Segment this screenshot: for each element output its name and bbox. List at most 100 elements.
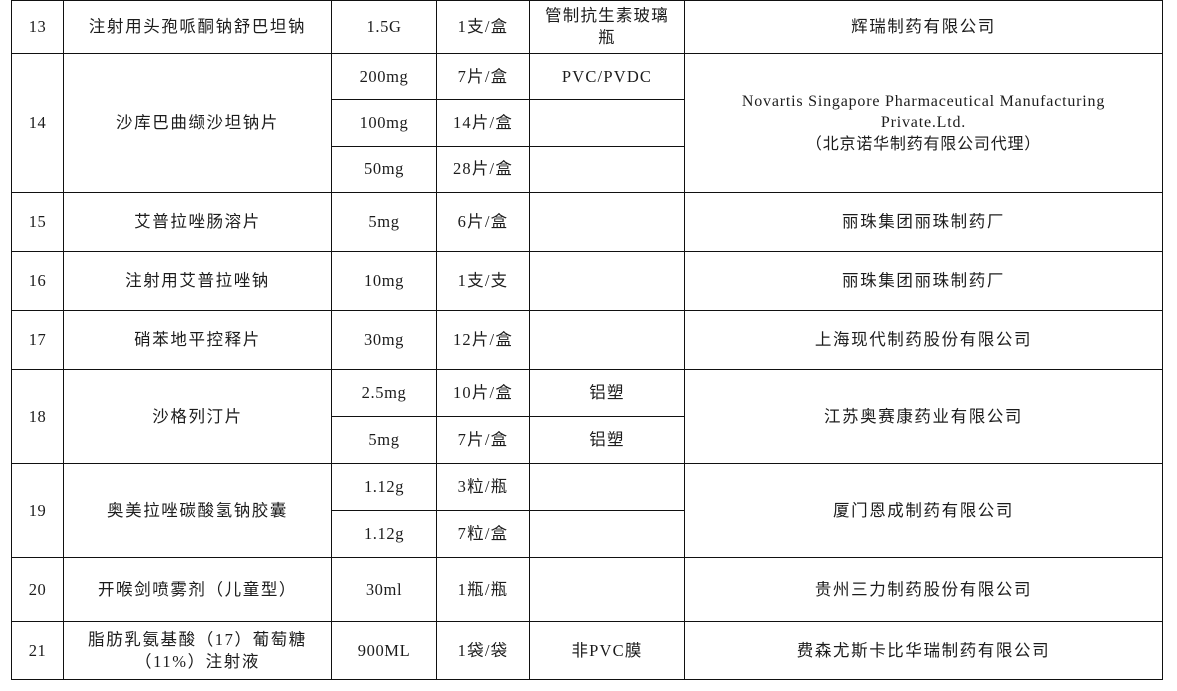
table-row: 18 沙格列汀片 2.5mg 10片/盒 铝塑 江苏奥赛康药业有限公司 <box>11 369 1163 464</box>
cell-packaging-material: PVC/PVDC <box>529 52 685 101</box>
table-row: 13 注射用头孢哌酮钠舒巴坦钠 1.5G 1支/盒 管制抗生素玻璃瓶 辉瑞制药有限公司 <box>11 0 1163 54</box>
cell-text: 开喉剑喷雾剂（儿童型） <box>97 579 298 599</box>
cell-specification: 50mg <box>331 145 437 194</box>
cell-manufacturer: 江苏奥赛康药业有限公司 <box>684 369 1163 464</box>
cell-drug-name: 硝苯地平控释片 <box>63 310 332 370</box>
cell-text: 管制抗生素玻璃瓶 <box>545 6 669 47</box>
cell-text: 注射用艾普拉唑钠 <box>125 271 270 291</box>
cell-text: 铝塑 <box>589 430 625 450</box>
table-row: 20 开喉剑喷雾剂（儿童型） 30ml 1瓶/瓶 贵州三力制药股份有限公司 <box>11 557 1163 622</box>
cell-row-number: 17 <box>11 310 64 370</box>
cell-drug-name: 开喉剑喷雾剂（儿童型） <box>63 557 332 622</box>
cell-packaging: 7片/盒 <box>436 52 530 101</box>
table-row: 15 艾普拉唑肠溶片 5mg 6片/盒 丽珠集团丽珠制药厂 <box>11 192 1163 252</box>
cell-specification: 1.12g <box>331 463 437 511</box>
cell-text: 17 <box>28 330 47 350</box>
cell-text: 13 <box>28 17 47 37</box>
cell-text: 1.12g <box>363 477 405 497</box>
cell-text: 1瓶/瓶 <box>457 579 509 599</box>
cell-drug-name: 沙库巴曲缬沙坦钠片 <box>63 53 332 193</box>
cell-text: 30mg <box>364 330 404 350</box>
cell-row-number: 16 <box>11 251 64 311</box>
table-row: 16 注射用艾普拉唑钠 10mg 1支/支 丽珠集团丽珠制药厂 <box>11 251 1163 311</box>
cell-text: 奥美拉唑碳酸氢钠胶囊 <box>107 500 288 520</box>
cell-text: 19 <box>28 500 47 520</box>
cell-packaging-material: 铝塑 <box>529 369 685 417</box>
cell-packaging: 6片/盒 <box>436 192 530 252</box>
cell-specification: 100mg <box>331 99 437 147</box>
cell-text: 30ml <box>365 579 403 599</box>
table-row: 14 沙库巴曲缬沙坦钠片 200mg 7片/盒 PVC/PVDC Novartis Sin… <box>11 52 1163 193</box>
cell-row-number: 19 <box>11 463 64 558</box>
cell-packaging: 7粒/盒 <box>436 510 530 558</box>
cell-packaging-material <box>529 99 685 147</box>
cell-text: 20 <box>28 579 47 599</box>
cell-text: 28片/盒 <box>452 159 514 179</box>
cell-text: 脂肪乳氨基酸（17）葡萄糖 （11%）注射液 <box>88 629 307 671</box>
cell-text: 16 <box>28 271 47 291</box>
cell-specification: 200mg <box>331 52 437 101</box>
cell-text: 10片/盒 <box>452 383 514 403</box>
cell-manufacturer: 贵州三力制药股份有限公司 <box>684 557 1163 622</box>
cell-drug-name: 沙格列汀片 <box>63 369 332 464</box>
cell-text: 辉瑞制药有限公司 <box>851 17 996 37</box>
cell-text: 6片/盒 <box>457 212 509 232</box>
cell-manufacturer: 辉瑞制药有限公司 <box>684 0 1163 54</box>
cell-drug-name: 注射用艾普拉唑钠 <box>63 251 332 311</box>
cell-text: 沙库巴曲缬沙坦钠片 <box>116 113 279 133</box>
cell-text: 注射用头孢哌酮钠舒巴坦钠 <box>88 17 307 37</box>
cell-text: 铝塑 <box>589 383 625 403</box>
cell-packaging: 10片/盒 <box>436 369 530 417</box>
cell-packaging: 28片/盒 <box>436 145 530 194</box>
cell-text: 厦门恩成制药有限公司 <box>833 500 1014 520</box>
cell-text: PVC/PVDC <box>561 66 653 86</box>
cell-text: 江苏奥赛康药业有限公司 <box>823 406 1024 426</box>
cell-drug-name: 奥美拉唑碳酸氢钠胶囊 <box>63 463 332 558</box>
cell-packaging-material <box>529 310 685 370</box>
cell-text: 上海现代制药股份有限公司 <box>814 330 1033 350</box>
cell-text: 7粒/盒 <box>457 524 509 544</box>
cell-manufacturer: 厦门恩成制药有限公司 <box>684 463 1163 558</box>
table-row: 50mg 28片/盒 <box>12 145 1163 194</box>
cell-text: 丽珠集团丽珠制药厂 <box>842 271 1005 291</box>
cell-row-number: 15 <box>11 192 64 252</box>
cell-text: 15 <box>28 212 47 232</box>
cell-text: 100mg <box>359 113 409 133</box>
cell-manufacturer: 丽珠集团丽珠制药厂 <box>684 192 1163 252</box>
cell-text: 费森尤斯卡比华瑞制药有限公司 <box>796 640 1051 660</box>
cell-manufacturer: 丽珠集团丽珠制药厂 <box>684 251 1163 311</box>
table-row: 21 脂肪乳氨基酸（17）葡萄糖 （11%）注射液 900ML 1袋/袋 非PVC膜 费森尤… <box>11 621 1163 680</box>
cell-packaging-material: 非PVC膜 <box>529 621 685 680</box>
cell-packaging-material <box>529 510 685 558</box>
cell-manufacturer: Novartis Singapore Pharmaceutical Manufa… <box>684 53 1163 193</box>
cell-specification: 30mg <box>331 310 437 370</box>
cell-text: 12片/盒 <box>452 330 514 350</box>
cell-packaging: 14片/盒 <box>436 99 530 147</box>
cell-drug-name: 艾普拉唑肠溶片 <box>63 192 332 252</box>
cell-packaging-material: 管制抗生素玻璃瓶 <box>529 0 685 54</box>
cell-text: Novartis Singapore Pharmaceutical Manufa… <box>741 93 1106 153</box>
cell-text: 5mg <box>368 212 400 232</box>
table-row: 17 硝苯地平控释片 30mg 12片/盒 上海现代制药股份有限公司 <box>11 310 1163 370</box>
cell-packaging-material <box>529 463 685 511</box>
cell-packaging-material <box>529 145 685 194</box>
cell-row-number: 20 <box>11 557 64 622</box>
cell-packaging-material <box>529 251 685 311</box>
cell-text: 1.5G <box>366 17 402 37</box>
cell-specification: 30ml <box>331 557 437 622</box>
cell-text: 1.12g <box>363 524 405 544</box>
cell-text: 14片/盒 <box>452 113 514 133</box>
table-row: 5mg 7片/盒 铝塑 <box>12 416 1163 464</box>
cell-text: 1袋/袋 <box>457 640 509 660</box>
cell-specification: 1.12g <box>331 510 437 558</box>
cell-text: 5mg <box>368 430 400 450</box>
cell-text: 18 <box>28 406 47 426</box>
cell-packaging: 7片/盒 <box>436 416 530 464</box>
cell-row-number: 14 <box>11 53 64 193</box>
cell-packaging: 1瓶/瓶 <box>436 557 530 622</box>
cell-text: 丽珠集团丽珠制药厂 <box>842 212 1005 232</box>
cell-packaging: 1支/支 <box>436 251 530 311</box>
cell-text: 900ML <box>357 640 411 660</box>
cell-specification: 2.5mg <box>331 369 437 417</box>
cell-specification: 5mg <box>331 192 437 252</box>
